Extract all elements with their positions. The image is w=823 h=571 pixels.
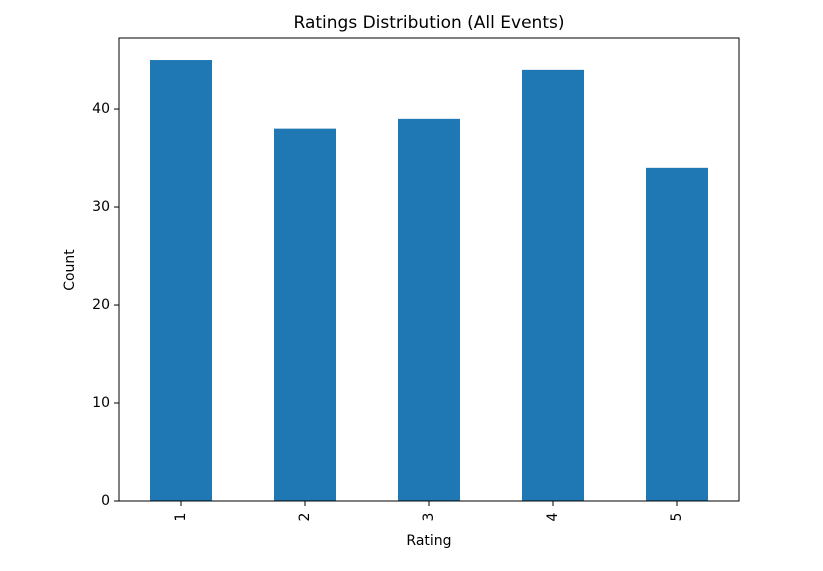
bar-2: [274, 128, 336, 502]
plot-frame: [118, 37, 740, 502]
y-tick-label: 0: [101, 493, 110, 509]
x-tick-label: 5: [669, 513, 685, 522]
x-axis-label: Rating: [406, 533, 451, 549]
bar-3: [398, 118, 460, 501]
y-tick-label: 10: [92, 395, 110, 411]
y-axis-label: Count: [62, 249, 78, 291]
bar-1: [150, 60, 212, 502]
bars-layer: [150, 60, 708, 502]
x-tick-label: 2: [297, 513, 313, 522]
bar-4: [522, 69, 584, 501]
x-tick-label: 1: [173, 513, 189, 522]
y-tick-label: 40: [92, 101, 110, 117]
chart-title: Ratings Distribution (All Events): [294, 13, 565, 33]
x-tick-label: 4: [545, 512, 561, 521]
y-axis-ticks: 0 10 20 30 40: [92, 101, 119, 509]
y-tick-label: 20: [92, 297, 110, 313]
x-axis-ticks: 1 2 3 4 5: [173, 501, 685, 521]
bar-5: [646, 167, 708, 501]
x-tick-label: 3: [421, 513, 437, 522]
y-tick-label: 30: [92, 199, 110, 215]
